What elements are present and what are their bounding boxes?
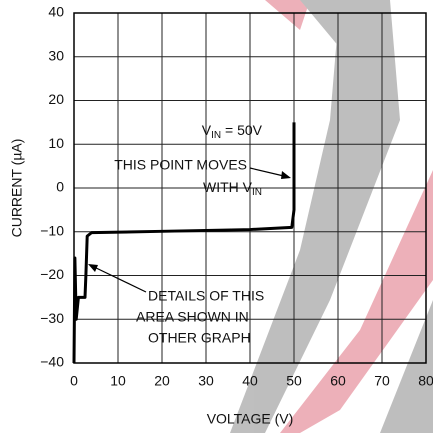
y-tick-label: 40 bbox=[48, 4, 64, 20]
y-axis-label: CURRENT (µA) bbox=[9, 139, 25, 238]
y-tick-label: −30 bbox=[40, 310, 64, 326]
y-tick-label: −40 bbox=[40, 354, 64, 370]
watermark-shape bbox=[300, 0, 400, 120]
x-tick-label: 40 bbox=[242, 373, 258, 389]
arrow bbox=[91, 265, 147, 293]
y-tick-label: 0 bbox=[56, 179, 64, 195]
annotation: DETAILS OF THIS bbox=[148, 288, 264, 304]
x-tick-label: 0 bbox=[70, 373, 78, 389]
annotation-subscript: IN bbox=[252, 187, 262, 198]
plot-frame bbox=[73, 12, 427, 364]
annotation-subscript: IN bbox=[211, 130, 221, 141]
arrowhead bbox=[88, 264, 98, 272]
data-line bbox=[72, 122, 296, 364]
annotation: WITH VIN bbox=[203, 179, 262, 198]
annotation: VIN = 50V bbox=[202, 122, 263, 141]
x-tick-label: 80 bbox=[418, 373, 433, 389]
x-tick-label: 30 bbox=[198, 373, 214, 389]
y-tick-label: 20 bbox=[48, 91, 64, 107]
x-axis-label: VOLTAGE (V) bbox=[207, 411, 294, 427]
y-tick-label: −10 bbox=[40, 222, 64, 238]
y-tick-label: 10 bbox=[48, 135, 64, 151]
annotation-text: V bbox=[202, 122, 212, 138]
watermark-shape bbox=[265, 0, 310, 30]
watermark-shape bbox=[230, 0, 400, 433]
annotation-text: = 50V bbox=[221, 122, 263, 138]
annotation: THIS POINT MOVES bbox=[114, 157, 247, 173]
x-tick-label: 20 bbox=[154, 373, 170, 389]
plot-area: −40 −30 −20 −10 0 10 20 30 40 0 10 20 30 40 50 60 70 80 bbox=[40, 4, 433, 389]
x-tick-label: 70 bbox=[374, 373, 390, 389]
annotation-text: WITH V bbox=[203, 179, 253, 195]
y-tick-label: −20 bbox=[40, 266, 64, 282]
x-tick-label: 60 bbox=[330, 373, 346, 389]
arrowhead bbox=[281, 171, 291, 179]
annotation: OTHER GRAPH bbox=[148, 330, 251, 346]
y-tick-label: 30 bbox=[48, 47, 64, 63]
watermark bbox=[230, 0, 433, 433]
annotation: AREA SHOWN IN bbox=[136, 309, 249, 325]
watermark-shape bbox=[280, 170, 433, 433]
x-tick-label: 50 bbox=[286, 373, 302, 389]
x-tick-label: 10 bbox=[110, 373, 126, 389]
watermark-shape bbox=[380, 300, 433, 433]
